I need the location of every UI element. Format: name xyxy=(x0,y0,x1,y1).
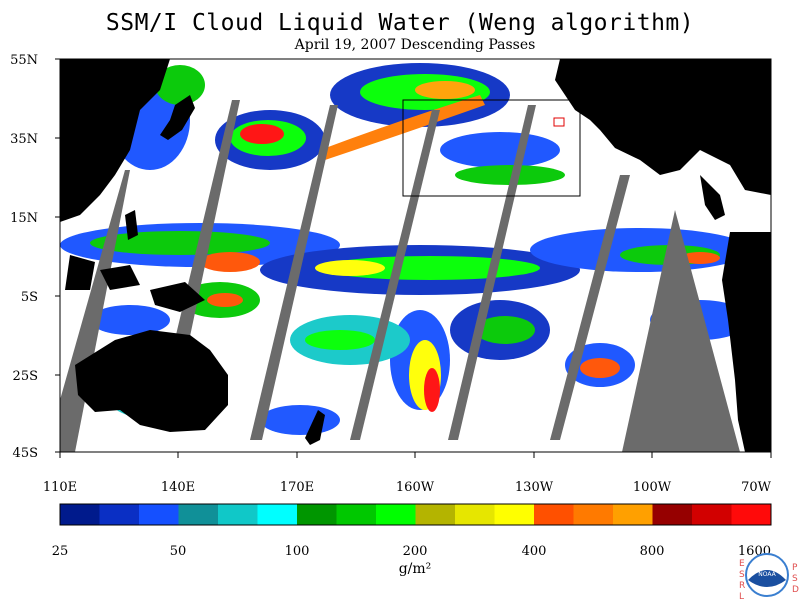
colorbar xyxy=(60,504,772,525)
colorbar-segment xyxy=(99,504,140,525)
map-panel xyxy=(60,59,771,452)
colorbar-segment xyxy=(257,504,298,525)
logo-letter: S xyxy=(739,570,745,580)
colorbar-segment xyxy=(336,504,377,525)
colorbar-segment xyxy=(415,504,456,525)
colorbar-segment xyxy=(455,504,495,525)
logo-letter: S xyxy=(792,574,798,584)
lon-label: 70W xyxy=(741,480,772,495)
colorbar-tick-label: 200 xyxy=(403,544,428,559)
map-title: SSM/I Cloud Liquid Water (Weng algorithm… xyxy=(105,10,695,36)
colorbar-segment xyxy=(692,504,732,525)
logo-letter: D xyxy=(792,585,799,595)
colorbar-segment xyxy=(60,504,100,525)
lon-label: 100W xyxy=(633,480,672,495)
lon-label: 110E xyxy=(43,480,77,495)
logo-badge-text: NOAA xyxy=(758,571,776,578)
land-masses xyxy=(60,59,771,452)
colorbar-segment xyxy=(652,504,693,525)
colorbar-tick-label: 400 xyxy=(522,544,547,559)
colorbar-frame xyxy=(59,503,772,526)
lat-label: 55N xyxy=(10,53,38,68)
lon-label: 130W xyxy=(515,480,554,495)
colorbar-segment xyxy=(731,504,772,525)
colorbar-tick-label: 25 xyxy=(52,544,69,559)
lon-label: 170E xyxy=(280,480,314,495)
colorbar-tick-label: 100 xyxy=(285,544,310,559)
colorbar-segment xyxy=(613,504,653,525)
swath-gaps xyxy=(60,100,740,452)
colorbar-segment xyxy=(178,504,219,525)
colorbar-tick-label: 800 xyxy=(640,544,665,559)
colorbar-segment xyxy=(218,504,258,525)
latitude-axis: 55N 35N 15N 5S 25S 45S xyxy=(10,53,60,461)
logo-letter: L xyxy=(739,592,744,600)
colorbar-tick-label: 50 xyxy=(170,544,187,559)
logo-letter: R xyxy=(739,581,745,591)
colorbar-segment xyxy=(139,504,179,525)
lon-label: 160W xyxy=(396,480,435,495)
colorbar-ticks: 25 50 100 200 400 800 1600 xyxy=(52,544,771,559)
lat-label: 5S xyxy=(21,290,38,305)
lat-label: 15N xyxy=(10,211,38,226)
logo-letter: E xyxy=(739,559,745,569)
colorbar-segment xyxy=(494,504,535,525)
longitude-axis: 110E 140E 170E 160W 130W 100W 70W xyxy=(43,452,772,495)
logo-letter: P xyxy=(792,563,798,573)
colorbar-segment xyxy=(534,504,574,525)
colorbar-segment xyxy=(297,504,337,525)
lat-label: 25S xyxy=(13,369,38,384)
colorbar-segment xyxy=(376,504,416,525)
map-subtitle: April 19, 2007 Descending Passes xyxy=(294,37,536,53)
highlight-marker xyxy=(553,117,565,127)
colorbar-segment xyxy=(573,504,614,525)
lat-label: 45S xyxy=(13,446,38,461)
noaa-logo: NOAA E S R L P S D xyxy=(739,553,799,600)
colorbar-unit-label: g/m² xyxy=(399,561,432,577)
lon-label: 140E xyxy=(161,480,195,495)
study-region-box xyxy=(402,99,581,197)
lat-label: 35N xyxy=(10,132,38,147)
